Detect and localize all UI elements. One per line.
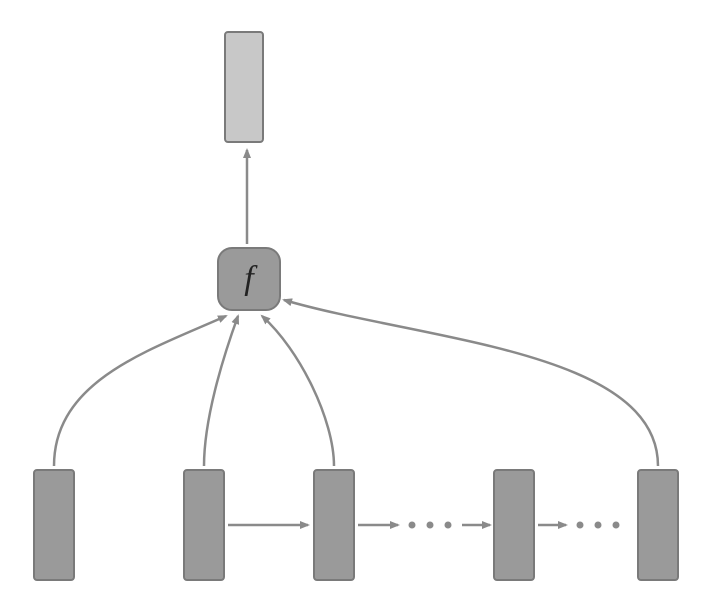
ellipsis-dot-3	[577, 522, 584, 529]
straight-edges-group	[228, 150, 566, 525]
ellipsis-dot-0	[409, 522, 416, 529]
ellipsis-dot-5	[613, 522, 620, 529]
curved-arrow-3	[284, 300, 658, 466]
node-b2	[314, 470, 354, 580]
node-output	[225, 32, 263, 142]
ellipsis-dot-1	[427, 522, 434, 529]
node-b4	[638, 470, 678, 580]
curved-arrow-0	[54, 316, 226, 466]
ellipsis-dot-2	[445, 522, 452, 529]
node-b1	[184, 470, 224, 580]
nodes-group: f	[34, 32, 678, 580]
curved-arrow-1	[204, 316, 238, 466]
curved-edges-group	[54, 300, 658, 466]
node-b0	[34, 470, 74, 580]
node-b3	[494, 470, 534, 580]
curved-arrow-2	[262, 316, 334, 466]
diagram-canvas: f	[0, 0, 714, 616]
ellipsis-dot-4	[595, 522, 602, 529]
